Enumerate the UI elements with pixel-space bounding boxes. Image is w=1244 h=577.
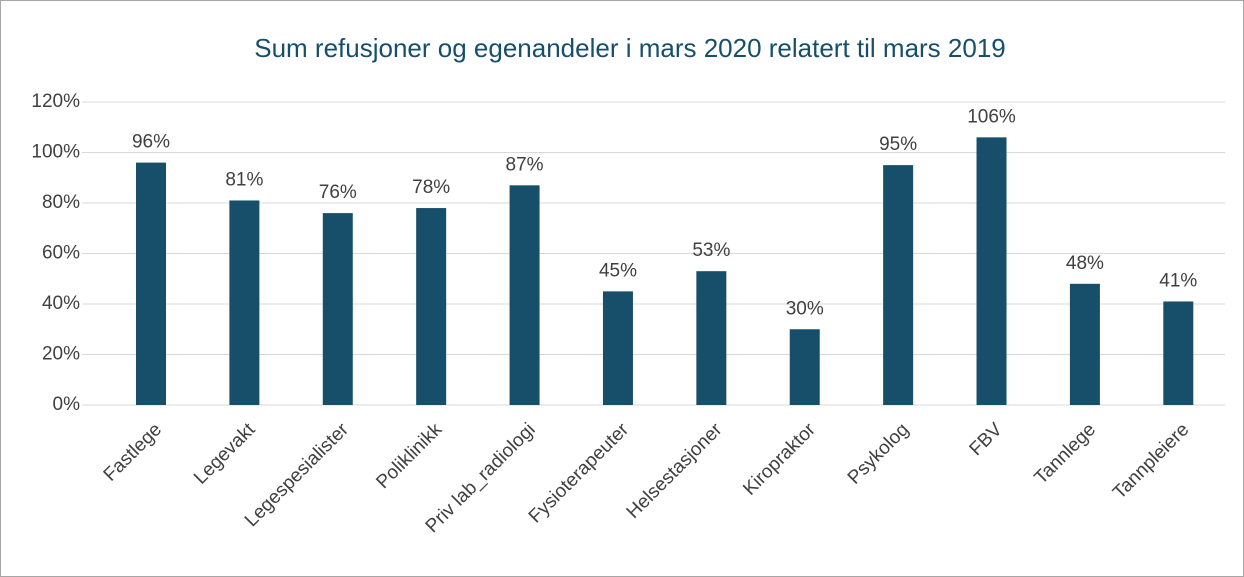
- data-label: 95%: [879, 134, 917, 155]
- bar: [602, 291, 633, 405]
- data-label: 78%: [412, 177, 450, 198]
- y-tick-label: 100%: [31, 142, 80, 163]
- data-label: 30%: [786, 298, 824, 319]
- data-label: 87%: [506, 154, 544, 175]
- data-label: 81%: [225, 169, 263, 190]
- bar: [135, 162, 166, 405]
- bar: [883, 165, 914, 405]
- data-label: 96%: [132, 132, 170, 153]
- bar: [696, 271, 727, 405]
- bar: [1163, 301, 1194, 405]
- chart-title: Sum refusjoner og egenandeler i mars 202…: [254, 33, 1006, 63]
- bar: [322, 213, 353, 405]
- bar: [1069, 283, 1100, 405]
- y-tick-label: 40%: [42, 293, 80, 314]
- y-tick-label: 20%: [42, 344, 80, 365]
- y-tick-label: 60%: [42, 243, 80, 264]
- data-label: 41%: [1159, 270, 1197, 291]
- bar: [229, 200, 260, 405]
- data-label: 45%: [599, 260, 637, 281]
- data-label: 106%: [967, 106, 1016, 127]
- y-tick-label: 0%: [53, 394, 81, 415]
- bar: [509, 185, 540, 405]
- data-label: 53%: [692, 240, 730, 261]
- bar: [789, 329, 820, 405]
- y-tick-label: 80%: [42, 192, 80, 213]
- y-tick-label: 120%: [31, 91, 80, 112]
- bar: [976, 137, 1007, 405]
- bar: [416, 208, 447, 405]
- data-label: 76%: [319, 182, 357, 203]
- data-label: 48%: [1066, 253, 1104, 274]
